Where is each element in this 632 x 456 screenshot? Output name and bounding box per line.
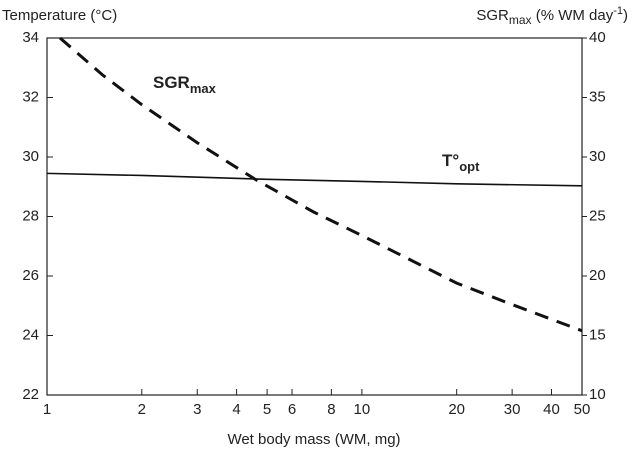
x-tick-label: 30 [504,401,521,418]
x-tick-label: 20 [448,401,465,418]
y2-tick-label: 25 [589,207,606,224]
y2-label-part: (% WM day [532,7,614,24]
y-axis-label: Temperature (°C) [2,7,117,24]
annotation-part: SGR [153,73,190,92]
series-line [59,36,583,333]
x-tick-label: 1 [43,401,51,418]
annotation-part: opt [459,159,480,174]
y2-tick-label: 20 [589,267,606,284]
y-tick-label: 28 [22,207,39,224]
y2-label-part: max [509,13,532,27]
y2-tick-label: 35 [589,88,606,105]
annotation: T°opt [442,151,480,174]
y2-label-part: SGR [476,7,509,24]
x-tick-label: 40 [543,401,560,418]
annotation-part: T° [442,151,459,170]
x-tick-label: 3 [193,401,201,418]
y2-tick-label: 10 [589,386,606,403]
y-tick-label: 26 [22,267,39,284]
x-tick-label: 50 [574,401,591,418]
x-tick-label: 6 [288,401,296,418]
annotation: SGRmax [153,73,217,96]
y-tick-label: 30 [22,148,39,165]
x-tick-label: 8 [327,401,335,418]
y2-tick-label: 15 [589,326,606,343]
y2-label-part: ) [623,7,628,24]
x-tick-label: 2 [138,401,146,418]
annotation-part: max [190,81,217,96]
y-tick-label: 34 [22,29,39,46]
y-tick-label: 32 [22,88,39,105]
y2-axis-label: SGRmax (% WM day-1) [476,5,628,27]
x-tick-label: 5 [263,401,271,418]
y2-tick-label: 30 [589,148,606,165]
y-tick-label: 22 [22,386,39,403]
plot-frame [46,37,583,396]
x-tick-label: 4 [232,401,240,418]
y2-label-part: -1 [613,5,623,17]
x-tick-label: 10 [354,401,371,418]
y-tick-label: 24 [22,326,39,343]
x-axis-label: Wet body mass (WM, mg) [227,431,400,448]
y2-tick-label: 40 [589,29,606,46]
series-line [46,172,583,187]
